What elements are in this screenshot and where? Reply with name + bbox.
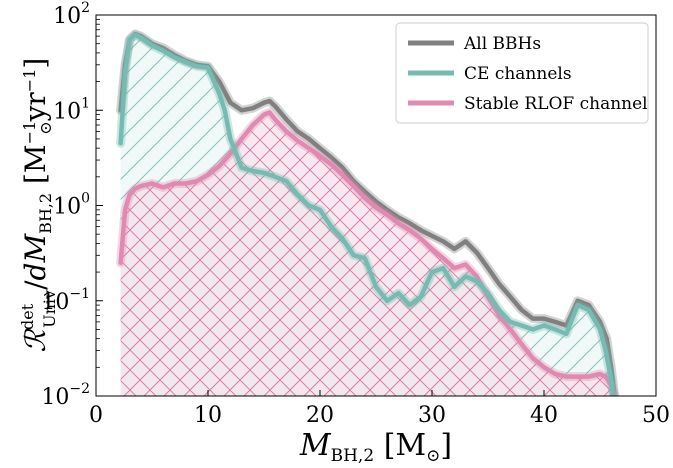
y-tick-label: 102	[53, 0, 90, 29]
y-tick-label: 10−1	[41, 286, 90, 315]
y-tick-label: 100	[53, 191, 90, 220]
y-tick-label: 101	[53, 95, 90, 124]
x-axis-title: MBH,2 [M⊙]	[299, 428, 452, 466]
legend-frame	[395, 22, 649, 124]
legend-label-stable-rlof-channel: Stable RLOF channel	[464, 94, 648, 114]
x-tick-label: 40	[530, 403, 558, 428]
legend-label-ce-channels: CE channels	[464, 64, 572, 84]
legend: All BBHs CE channels Stable RLOF channel	[395, 22, 649, 124]
x-tick-label: 0	[89, 403, 103, 428]
x-tick-label: 10	[194, 403, 222, 428]
line-layer	[116, 29, 620, 396]
stable-rlof-channel-hatch	[120, 112, 615, 396]
y-axis: 10−2 10−1 100 101 102	[41, 0, 103, 410]
y-tick-label: 10−2	[41, 381, 90, 410]
x-tick-label: 20	[306, 403, 334, 428]
legend-label-all-bbhs: All BBHs	[463, 34, 541, 54]
plot-area	[116, 29, 620, 396]
ce-channels-line	[118, 32, 616, 396]
fill-layer	[120, 34, 615, 396]
y-axis-title: ℛdet Univ/dMBH,2 [M−1⊙yr−1]	[18, 58, 59, 353]
stable-rlof-channel-line	[118, 110, 617, 396]
x-tick-label: 30	[418, 403, 446, 428]
x-tick-label: 50	[642, 403, 670, 428]
x-axis: 0 10 20 30 40 50	[89, 390, 670, 428]
